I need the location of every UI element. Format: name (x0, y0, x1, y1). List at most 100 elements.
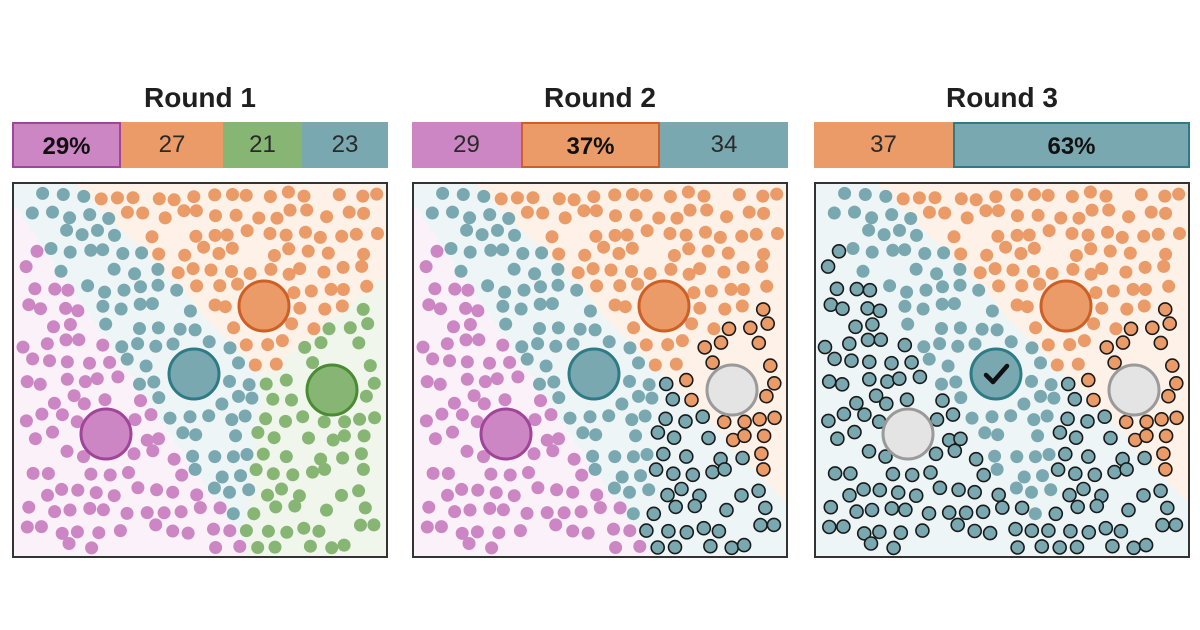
region-cell (170, 352, 174, 356)
region-cell (274, 376, 278, 380)
region-cell (222, 388, 226, 392)
region-cell (282, 252, 286, 256)
region-cell (30, 256, 34, 260)
region-cell (294, 360, 298, 364)
region-cell (58, 292, 62, 296)
region-cell (382, 384, 386, 388)
region-cell (210, 184, 214, 188)
region-cell (350, 300, 354, 304)
region-cell (298, 352, 302, 356)
region-cell (350, 200, 354, 204)
region-cell (94, 356, 98, 360)
region-cell (354, 276, 358, 280)
region-cell (326, 300, 330, 304)
region-cell (134, 388, 138, 392)
region-cell (150, 192, 154, 196)
region-cell (190, 316, 194, 320)
region-cell (254, 356, 258, 360)
region-cell (54, 256, 58, 260)
region-cell (18, 200, 22, 204)
region-cell (106, 236, 110, 240)
region-cell (74, 272, 78, 276)
region-cell (250, 200, 254, 204)
region-cell (382, 264, 386, 268)
region-cell (290, 264, 294, 268)
region-cell (146, 296, 150, 300)
region-cell (18, 216, 22, 220)
region-cell (14, 304, 18, 308)
region-cell (350, 288, 354, 292)
region-cell (378, 316, 382, 320)
region-cell (170, 256, 174, 260)
region-cell (250, 264, 254, 268)
region-cell (342, 320, 346, 324)
region-cell (278, 376, 282, 380)
region-cell (342, 312, 346, 316)
region-cell (334, 352, 338, 356)
region-cell (38, 272, 42, 276)
region-cell (150, 252, 154, 256)
region-cell (366, 184, 370, 188)
region-cell (150, 396, 154, 400)
region-cell (110, 348, 114, 352)
region-cell (214, 184, 218, 188)
region-cell (162, 276, 166, 280)
region-cell (254, 200, 258, 204)
region-cell (370, 272, 374, 276)
region-cell (114, 384, 118, 388)
region-cell (26, 224, 30, 228)
region-cell (126, 296, 130, 300)
region-cell (346, 224, 350, 228)
region-cell (126, 388, 130, 392)
region-cell (42, 232, 46, 236)
region-cell (18, 376, 22, 380)
region-cell (26, 272, 30, 276)
region-cell (266, 356, 270, 360)
region-cell (218, 324, 222, 328)
region-cell (174, 236, 178, 240)
region-cell (34, 388, 38, 392)
region-cell (358, 200, 362, 204)
region-cell (382, 276, 386, 280)
region-cell (298, 204, 302, 208)
region-cell (186, 336, 190, 340)
region-cell (54, 332, 58, 336)
region-cell (178, 188, 182, 192)
region-cell (342, 244, 346, 248)
region-cell (78, 252, 82, 256)
region-cell (138, 292, 142, 296)
region-cell (294, 240, 298, 244)
region-cell (30, 332, 34, 336)
region-cell (370, 240, 374, 244)
region-cell (338, 320, 342, 324)
region-cell (270, 260, 274, 264)
region-cell (74, 264, 78, 268)
region-cell (50, 236, 54, 240)
region-cell (90, 204, 94, 208)
region-cell (54, 260, 58, 264)
region-cell (14, 268, 18, 272)
region-cell (162, 288, 166, 292)
region-cell (366, 244, 370, 248)
region-cell (18, 192, 22, 196)
region-cell (294, 204, 298, 208)
region-cell (66, 384, 70, 388)
region-cell (150, 204, 154, 208)
region-cell (146, 268, 150, 272)
region-cell (222, 260, 226, 264)
region-cell (106, 384, 110, 388)
region-cell (370, 276, 374, 280)
region-cell (106, 316, 110, 320)
region-cell (294, 188, 298, 192)
region-cell (166, 268, 170, 272)
region-cell (206, 184, 210, 188)
region-cell (138, 184, 142, 188)
region-cell (274, 372, 278, 376)
region-cell (334, 244, 338, 248)
region-cell (314, 348, 318, 352)
region-cell (254, 240, 258, 244)
region-cell (146, 328, 150, 332)
region-cell (306, 316, 310, 320)
region-cell (94, 276, 98, 280)
region-cell (86, 372, 90, 376)
